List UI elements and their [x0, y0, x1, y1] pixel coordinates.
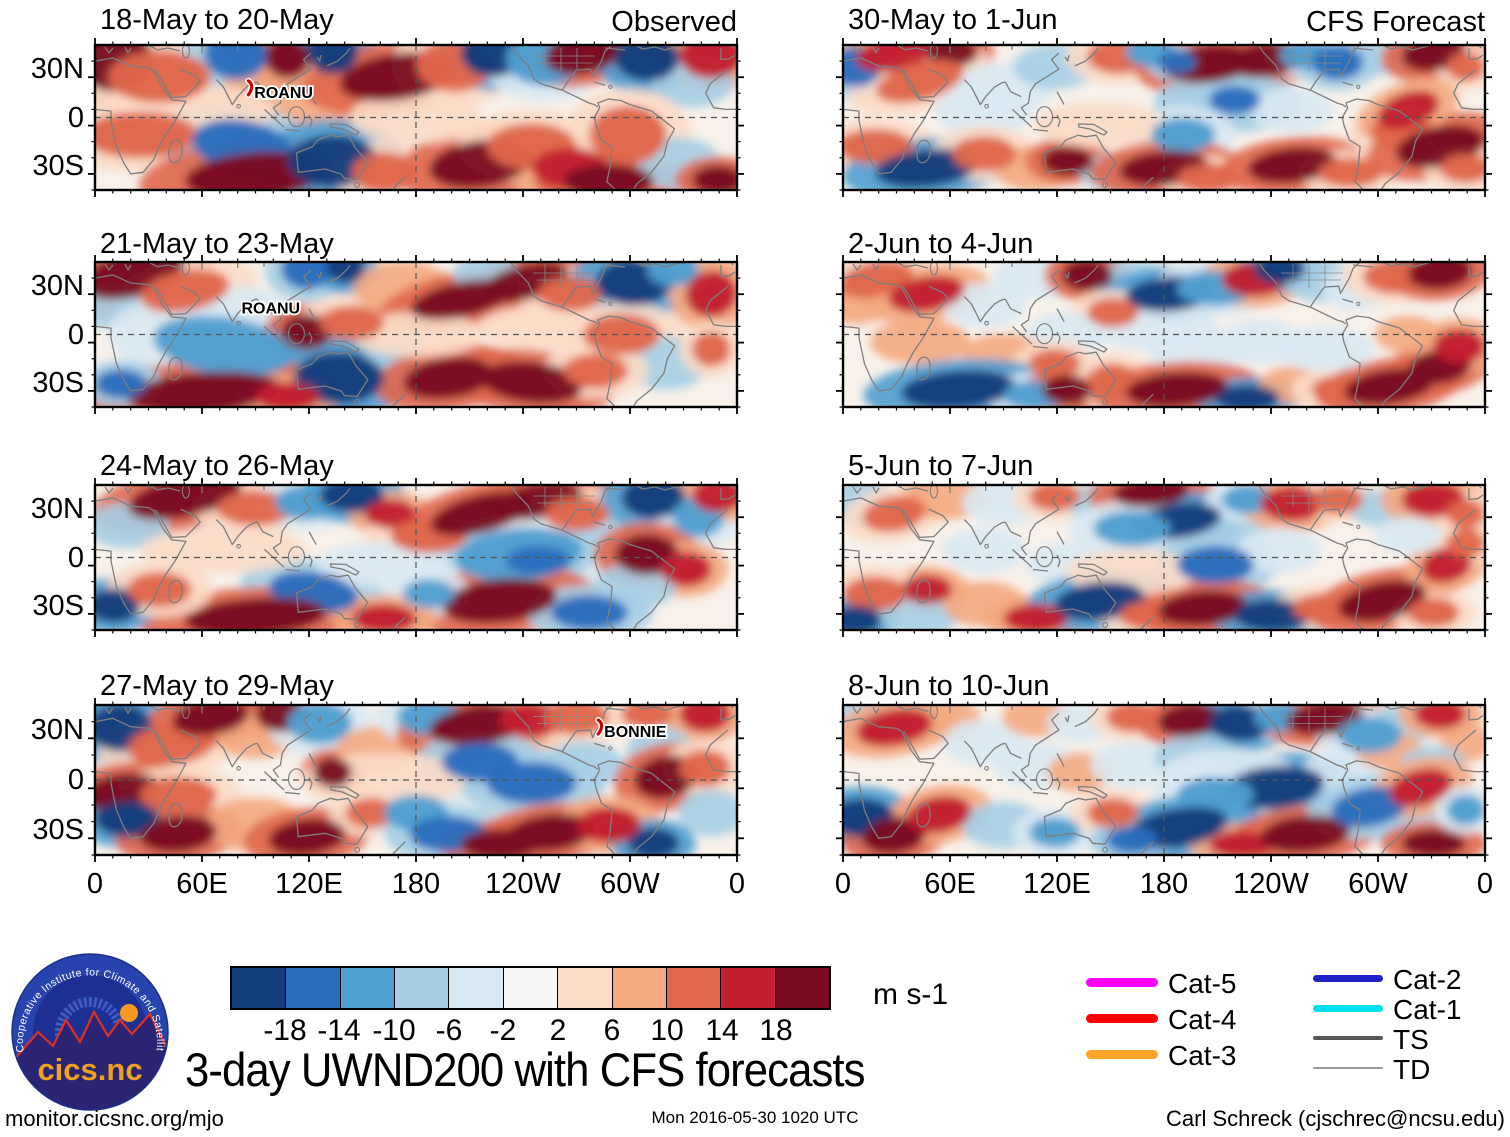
map-panel-forecast-2: [834, 253, 1494, 416]
legend-label-Cat-2: Cat-2: [1393, 964, 1462, 995]
figure-title: 3-day UWND200 with CFS forecasts: [185, 1043, 865, 1096]
legend-line-Cat-3: [1086, 1049, 1158, 1059]
colorbar-tick-label: 10: [650, 1014, 684, 1047]
svg-text:BONNIE: BONNIE: [604, 724, 667, 741]
x-tick-label: 60E: [176, 868, 228, 900]
legend-label-Cat-3: Cat-3: [1168, 1040, 1237, 1071]
y-tick-label: 0: [67, 319, 84, 351]
x-tick-label: 180: [391, 868, 441, 900]
y-tick-label: 0: [67, 764, 84, 796]
y-tick-label: 0: [67, 542, 84, 574]
colorbar-tick-label: 14: [705, 1014, 739, 1047]
logo-wordmark: cics.nc: [37, 1052, 142, 1087]
colorbar-tick-label: 6: [603, 1014, 621, 1047]
x-tick-label: 60W: [1348, 868, 1408, 900]
legend-label-TD: TD: [1393, 1054, 1431, 1085]
legend-line-Cat-2: [1313, 974, 1383, 982]
legend-label-Cat-1: Cat-1: [1393, 994, 1462, 1025]
colorbar-tick-label: -10: [372, 1014, 416, 1047]
y-tick-label: 30N: [30, 493, 84, 525]
colorbar-cell: [721, 968, 776, 1008]
legend-line-TD: [1313, 1067, 1383, 1069]
colorbar-tick-label: -2: [489, 1014, 517, 1047]
colorbar-tick-label: 18: [759, 1014, 793, 1047]
x-tick-label: 120E: [275, 868, 343, 900]
map-panel-forecast-1: [834, 36, 1494, 199]
panel-title-2: 21-May to 23-May: [100, 228, 334, 260]
x-tick-label: 180: [1139, 868, 1189, 900]
x-tick-label: 0: [728, 868, 746, 900]
x-tick-label: 120E: [1023, 868, 1091, 900]
legend-line-Cat-1: [1313, 1004, 1383, 1012]
x-tick-label: 0: [834, 868, 852, 900]
x-tick-label: 60W: [600, 868, 660, 900]
panel-title-8: 8-Jun to 10-Jun: [848, 670, 1050, 702]
colorbar-cell: [286, 968, 341, 1008]
legend-label-Cat-4: Cat-4: [1168, 1004, 1237, 1035]
legend-line-TS: [1313, 1036, 1383, 1040]
x-tick-label: 0: [1476, 868, 1494, 900]
cfs-forecast-label: CFS Forecast: [1306, 6, 1485, 38]
map-panel-observed-4: BONNIE: [86, 696, 746, 864]
map-panel-observed-3: [86, 476, 746, 639]
y-tick-label: 30S: [32, 150, 84, 182]
colorbar-cell: [340, 968, 396, 1008]
legend-label-TS: TS: [1393, 1024, 1429, 1055]
colorbar-units: m s-1: [873, 978, 948, 1011]
map-panel-forecast-4: [834, 696, 1494, 864]
colorbar-cell: [775, 968, 829, 1008]
legend-line-Cat-4: [1086, 1013, 1158, 1023]
colorbar-cell: [449, 968, 504, 1008]
panel-title-1: 18-May to 20-May: [100, 4, 334, 36]
svg-text:ROANU: ROANU: [241, 300, 300, 317]
x-tick-label: 0: [86, 868, 104, 900]
map-panel-observed-2: ROANU: [86, 253, 746, 416]
map-panel-observed-1: ROANU: [86, 36, 746, 199]
legend-line-Cat-5: [1086, 977, 1158, 987]
colorbar-cell: [558, 968, 613, 1008]
colorbar-tick-label: -6: [435, 1014, 463, 1047]
x-tick-label: 60E: [924, 868, 976, 900]
colorbar-cell: [232, 968, 287, 1008]
y-tick-label: 30N: [30, 270, 84, 302]
map-panel-forecast-3: [834, 476, 1494, 639]
y-tick-label: 30S: [32, 367, 84, 399]
footer-timestamp: Mon 2016-05-30 1020 UTC: [651, 1108, 859, 1127]
colorbar-tick-label: -14: [317, 1014, 361, 1047]
colorbar-tick-label: -18: [263, 1014, 307, 1047]
y-tick-label: 30N: [30, 714, 84, 746]
panel-title-3: 24-May to 26-May: [100, 450, 334, 482]
colorbar-cell: [666, 968, 722, 1008]
observed-label: Observed: [611, 6, 737, 38]
y-tick-label: 30S: [32, 590, 84, 622]
panel-title-4: 27-May to 29-May: [100, 670, 334, 702]
colorbar-tick-label: 2: [549, 1014, 567, 1047]
footer-credit: Carl Schreck (cjschrec@ncsu.edu): [1166, 1106, 1505, 1131]
y-tick-label: 30S: [32, 814, 84, 846]
y-tick-label: 0: [67, 102, 84, 134]
legend-label-Cat-5: Cat-5: [1168, 968, 1237, 999]
panel-title-6: 2-Jun to 4-Jun: [848, 228, 1034, 260]
x-tick-label: 120W: [1233, 868, 1309, 900]
svg-text:ROANU: ROANU: [254, 85, 313, 102]
colorbar: [230, 966, 831, 1010]
y-tick-label: 30N: [30, 53, 84, 85]
colorbar-cell: [612, 968, 667, 1008]
panel-title-5: 30-May to 1-Jun: [848, 4, 1058, 36]
footer-url: monitor.cicsnc.org/mjo: [5, 1106, 224, 1131]
colorbar-cell: [503, 968, 559, 1008]
colorbar-cell: [395, 968, 450, 1008]
x-tick-label: 120W: [485, 868, 561, 900]
panel-title-7: 5-Jun to 7-Jun: [848, 450, 1034, 482]
cicsnc-logo: cics.nc Cooperative Institute for Climat…: [5, 941, 172, 1114]
